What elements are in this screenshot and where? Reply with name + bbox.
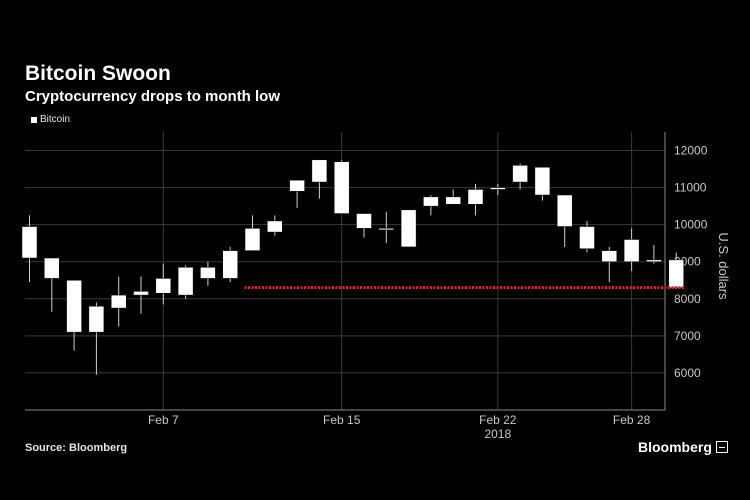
candle-body-up	[289, 179, 305, 192]
candle-body-up	[423, 196, 439, 207]
candle-body-up	[267, 220, 283, 233]
candle-body-up	[222, 250, 238, 279]
chart-subtitle: Cryptocurrency drops to month low	[25, 88, 281, 105]
y-tick-label: 11000	[674, 181, 707, 195]
candle-body-up	[244, 228, 261, 251]
x-tick-label: Feb 7	[148, 413, 179, 427]
candle-body-down	[21, 226, 38, 259]
x-tick-label: Feb 28	[613, 413, 651, 427]
y-tick-label: 10000	[674, 218, 708, 232]
candle-body-up	[110, 294, 127, 309]
candle-body-up	[88, 305, 105, 333]
candle-body-up	[133, 291, 149, 296]
candle-body-up	[467, 189, 484, 205]
candle-body-down	[66, 280, 82, 333]
y-tick-label: 6000	[674, 366, 701, 380]
legend-swatch	[31, 116, 37, 123]
y-tick-label: 7000	[674, 329, 701, 343]
candle-body-down	[445, 196, 461, 205]
source-note: Source: Bloomberg	[25, 442, 128, 454]
candle-body-down	[534, 166, 551, 196]
y-tick-label: 12000	[674, 144, 708, 158]
brand-mark-icon	[715, 441, 728, 453]
candle-body-up	[311, 159, 328, 183]
candle-body-down	[356, 213, 372, 229]
chart-title: Bitcoin Swoon	[25, 62, 171, 85]
candle-body-up	[155, 278, 172, 294]
y-tick-label: 8000	[674, 292, 701, 306]
brand-logo: Bloomberg	[638, 439, 728, 455]
candle-body-up	[490, 187, 506, 190]
brand-name: Bloomberg	[638, 439, 712, 455]
candle-body-up	[378, 228, 395, 231]
candle-body-down	[333, 161, 350, 214]
candle-body-down	[556, 194, 573, 227]
x-year-label: 2018	[484, 427, 511, 441]
candle-body-up	[177, 267, 194, 296]
x-tick-label: Feb 15	[323, 413, 361, 427]
legend: Bitcoin	[31, 114, 70, 125]
candle-body-down	[44, 257, 60, 279]
candle-body-down	[601, 250, 618, 262]
candle-body-up	[400, 209, 417, 248]
candle-body-up	[512, 165, 528, 183]
candle-body-down	[579, 226, 595, 250]
y-axis-label: U.S. dollars	[716, 232, 731, 300]
legend-label: Bitcoin	[40, 114, 71, 125]
candle-body-down	[668, 259, 684, 288]
candle-body-up	[623, 239, 640, 262]
x-tick-label: Feb 22	[479, 413, 517, 427]
candle-body-up	[200, 267, 216, 279]
candle-body-down	[646, 259, 662, 262]
